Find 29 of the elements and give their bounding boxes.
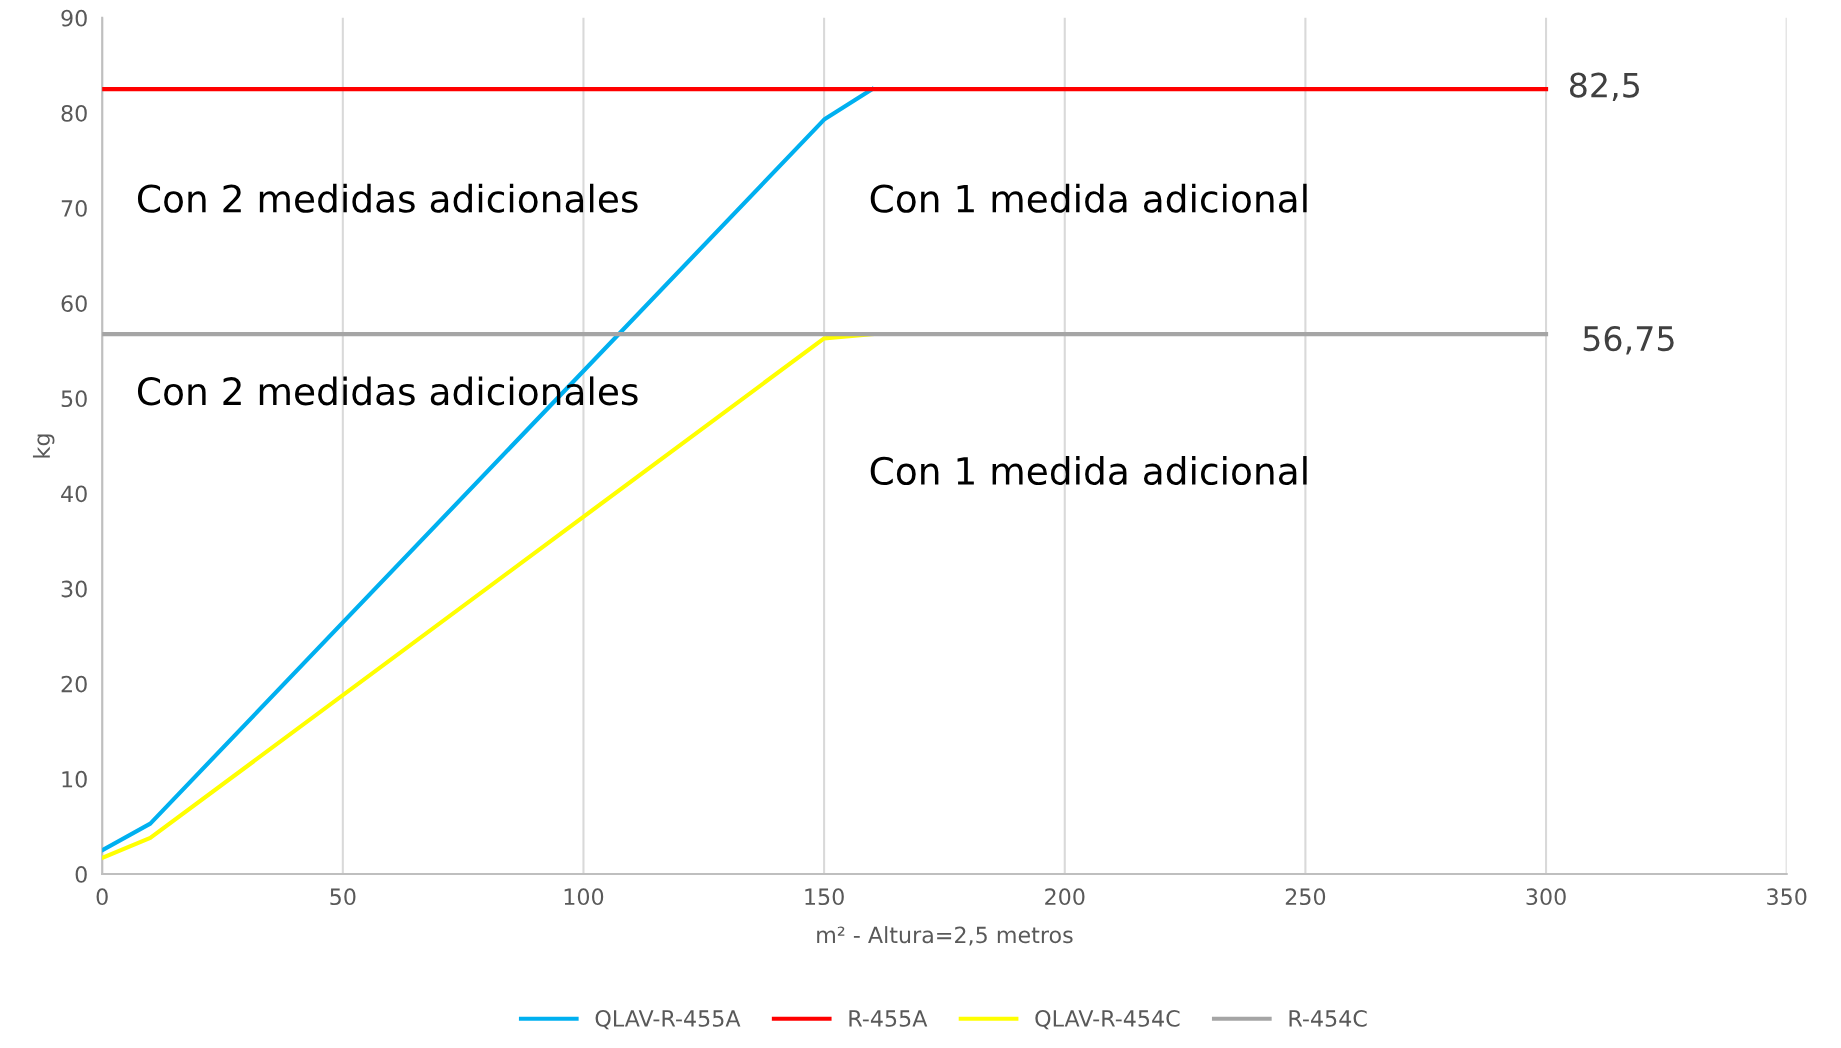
y-tick-label: 20 <box>61 675 87 693</box>
annotation: Con 1 medida adicional <box>870 183 1307 213</box>
x-tick-label: 300 <box>1526 888 1566 906</box>
annotation: 56,75 <box>1583 325 1674 355</box>
legend-label: QLAV-R-454C <box>1035 1010 1180 1030</box>
annotation: Con 1 medida adicional <box>870 456 1307 486</box>
y-tick-label: 10 <box>62 770 87 788</box>
x-tick-label: 0 <box>96 888 108 906</box>
y-tick-label: 0 <box>75 865 87 883</box>
y-tick-label: 80 <box>61 104 87 122</box>
x-tick-label: 250 <box>1285 888 1326 906</box>
y-tick-label: 90 <box>61 9 87 27</box>
x-tick-label: 100 <box>564 888 604 906</box>
legend-label: R-455A <box>849 1010 928 1027</box>
x-tick-label: 350 <box>1767 888 1807 906</box>
annotation: 82,5 <box>1569 72 1640 102</box>
y-tick-label: 40 <box>61 485 87 503</box>
y-tick-label: 70 <box>61 200 87 217</box>
y-tick-label: 50 <box>61 390 87 408</box>
y-axis-title: kg <box>32 434 55 458</box>
y-tick-label: 60 <box>61 295 87 312</box>
y-tick-label: 30 <box>61 580 87 598</box>
x-tick-label: 50 <box>330 888 356 906</box>
annotation: Con 2 medidas adicionales <box>137 183 638 213</box>
x-tick-label: 150 <box>805 888 844 906</box>
legend-label: QLAV-R-455A <box>595 1010 741 1030</box>
x-axis-title: m² - Altura=2,5 metros <box>817 926 1073 946</box>
legend-label: R-454C <box>1289 1010 1367 1027</box>
x-tick-label: 200 <box>1045 888 1085 906</box>
